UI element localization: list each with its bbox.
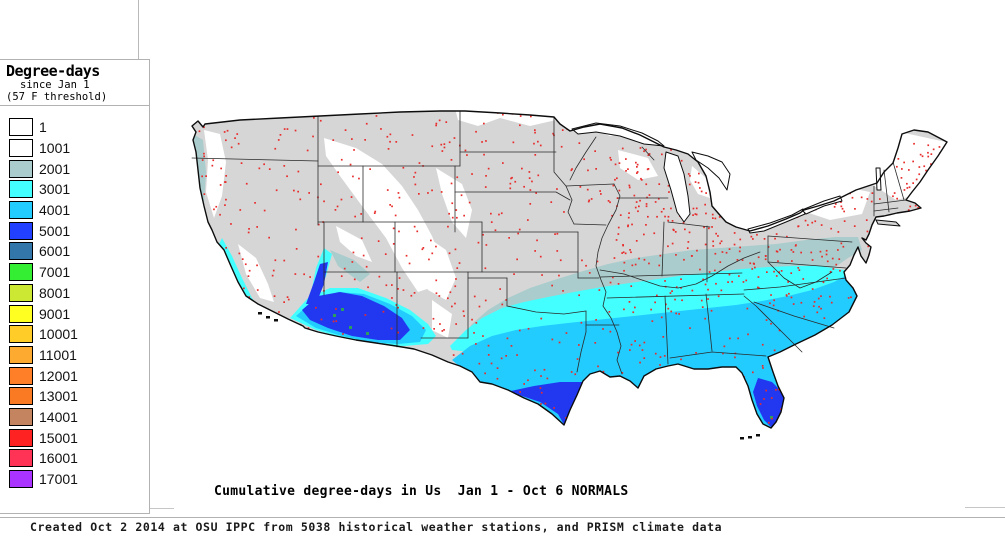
legend-entry-label: 3001 (39, 181, 71, 198)
legend-swatch (9, 428, 33, 447)
legend-swatch (9, 387, 33, 406)
legend-entry-label: 16001 (39, 450, 78, 467)
legend-row: 9001 (9, 303, 149, 324)
legend-swatch (9, 159, 33, 178)
legend-subtitle-since: since Jan 1 (20, 79, 90, 91)
legend-entry-label: 17001 (39, 471, 78, 488)
frame-segment-right (965, 507, 1005, 508)
legend-row: 4001 (9, 200, 149, 221)
legend-entry-label: 7001 (39, 264, 71, 281)
legend-swatch (9, 201, 33, 220)
legend-entries: 1 1001 2001 3001 4001 5001 6001 7001 8001 9001 100… (0, 106, 149, 489)
legend-swatch (9, 242, 33, 261)
legend-row: 12001 (9, 365, 149, 386)
legend-panel: Degree-days since Jan 1 (57 F threshold)… (0, 59, 150, 514)
legend-swatch (9, 221, 33, 240)
top-left-divider-line (138, 0, 139, 59)
legend-row: 13001 (9, 386, 149, 407)
legend-swatch (9, 407, 33, 426)
legend-entry-label: 15001 (39, 429, 78, 446)
legend-swatch (9, 263, 33, 282)
state-borders (191, 110, 907, 375)
legend-row: 10001 (9, 324, 149, 345)
legend-swatch (9, 139, 33, 158)
legend-entry-label: 6001 (39, 243, 71, 260)
legend-entry-label: 2001 (39, 160, 71, 177)
legend-swatch (9, 118, 33, 137)
islands (258, 219, 901, 440)
legend-entry-label: 14001 (39, 408, 78, 425)
legend-row: 3001 (9, 179, 149, 200)
legend-row: 15001 (9, 427, 149, 448)
legend-row: 14001 (9, 407, 149, 428)
legend-entry-label: 1 (39, 119, 47, 136)
us-coastline-outline (191, 110, 948, 429)
legend-row: 1001 (9, 138, 149, 159)
legend-swatch (9, 366, 33, 385)
legend-swatch (9, 470, 33, 489)
legend-swatch (9, 304, 33, 323)
legend-entry-label: 8001 (39, 284, 71, 301)
legend-swatch (9, 449, 33, 468)
legend-row: 16001 (9, 448, 149, 469)
legend-swatch (9, 180, 33, 199)
legend-title: Degree-days (6, 62, 100, 80)
legend-entry-label: 10001 (39, 326, 78, 343)
legend-row: 2001 (9, 158, 149, 179)
legend-entry-label: 12001 (39, 367, 78, 384)
legend-row: 17001 (9, 469, 149, 490)
legend-entry-label: 13001 (39, 388, 78, 405)
legend-row: 6001 (9, 241, 149, 262)
legend-entry-label: 11001 (39, 346, 77, 363)
legend-subtitle-threshold: (57 F threshold) (6, 91, 108, 103)
legend-row: 11001 (9, 345, 149, 366)
legend-swatch (9, 345, 33, 364)
legend-swatch (9, 325, 33, 344)
legend-title-box: Degree-days since Jan 1 (57 F threshold) (0, 60, 149, 106)
map-title: Cumulative degree-days in Us Jan 1 - Oct… (214, 484, 629, 499)
legend-row: 1 (9, 117, 149, 138)
legend-swatch (9, 283, 33, 302)
legend-row: 7001 (9, 262, 149, 283)
legend-entry-label: 4001 (39, 202, 71, 219)
legend-entry-label: 1001 (39, 140, 71, 157)
footer-text: Created Oct 2 2014 at OSU IPPC from 5038… (30, 520, 723, 534)
footer-divider-line (0, 517, 1005, 518)
legend-entry-label: 5001 (39, 222, 71, 239)
legend-entry-label: 9001 (39, 305, 71, 322)
legend-row: 8001 (9, 283, 149, 304)
legend-row: 5001 (9, 220, 149, 241)
frame-segment-left (150, 508, 174, 509)
